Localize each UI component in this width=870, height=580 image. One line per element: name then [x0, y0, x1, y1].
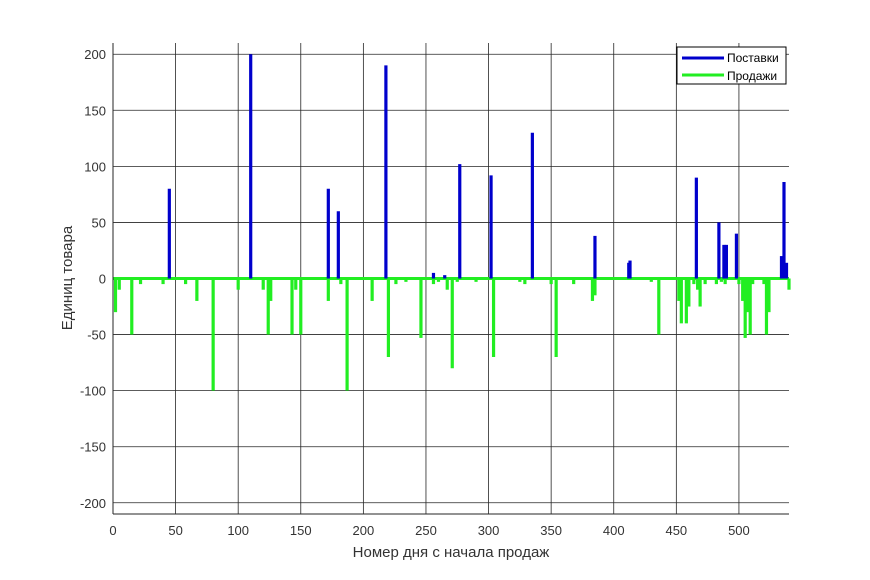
y-tick-label-150: 150 [84, 103, 106, 118]
legend-box [676, 46, 787, 85]
legend-label-prodazhi: Продажи [727, 69, 777, 83]
y-tick-label-200: 200 [84, 47, 106, 62]
x-tick-label-500: 500 [728, 523, 750, 538]
x-tick-label-100: 100 [227, 523, 249, 538]
x-tick-label-400: 400 [603, 523, 625, 538]
y-tick-label--100: -100 [80, 384, 106, 399]
x-tick-label-200: 200 [353, 523, 375, 538]
legend: Поставки Продажи [676, 46, 787, 85]
y-tick-label-0: 0 [99, 272, 106, 287]
legend-label-postavki: Поставки [727, 51, 779, 65]
y-tick-label--150: -150 [80, 440, 106, 455]
x-tick-label-300: 300 [478, 523, 500, 538]
y-tick-label-100: 100 [84, 159, 106, 174]
x-axis-label: Номер дня с начала продаж [353, 544, 550, 561]
y-tick-label-50: 50 [92, 215, 106, 230]
y-tick-label--200: -200 [80, 496, 106, 511]
y-tick-label--50: -50 [87, 328, 106, 343]
x-tick-label-50: 50 [168, 523, 182, 538]
bars [113, 54, 791, 391]
tick-labels: 0 50 100 150 200 250 300 350 400 450 5002001501005… [80, 47, 750, 538]
x-tick-label-350: 350 [540, 523, 562, 538]
x-tick-label-0: 0 [109, 523, 116, 538]
x-tick-label-150: 150 [290, 523, 312, 538]
axes [112, 43, 789, 515]
y-axis-label: Единиц товара [59, 225, 76, 330]
x-tick-label-450: 450 [665, 523, 687, 538]
x-tick-label-250: 250 [415, 523, 437, 538]
